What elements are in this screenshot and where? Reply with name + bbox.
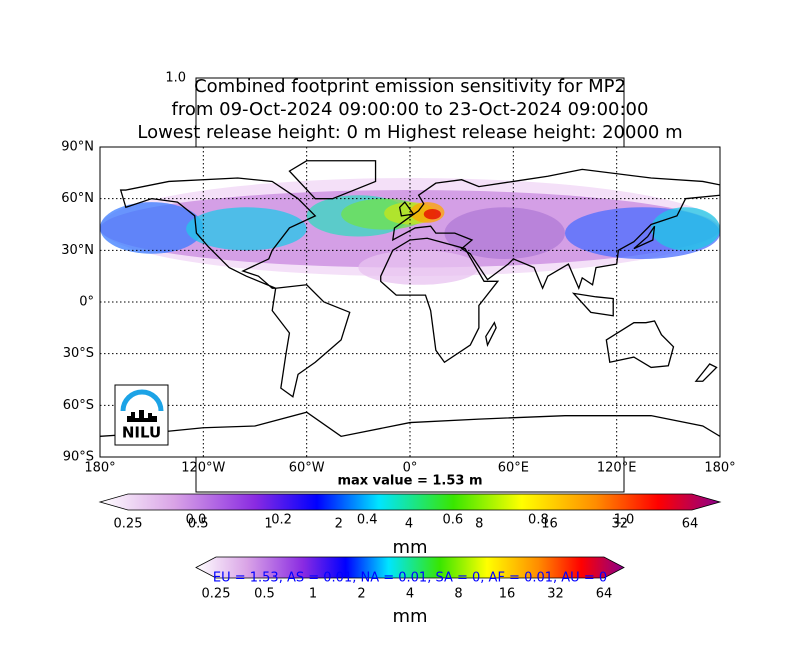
lat-label: 30°N — [61, 243, 94, 258]
region-summary: EU = 1.53, AS = 0.01, NA = 0.01, SA = 0,… — [213, 571, 607, 586]
coastline — [605, 320, 675, 369]
colorbar-main — [98, 493, 722, 511]
colorbar-tick: 8 — [475, 517, 483, 532]
lon-label: 120°W — [181, 461, 225, 476]
lon-label: 0° — [403, 461, 418, 476]
coastline — [485, 321, 497, 348]
colorbar-tick: 2 — [357, 587, 365, 602]
coastline — [694, 363, 718, 382]
colorbar-tick: 4 — [406, 587, 414, 602]
colorbar-tick: 1 — [264, 517, 272, 532]
colorbar-tick: 32 — [547, 587, 564, 602]
coastline — [100, 411, 720, 438]
colorbar-tick: 4 — [405, 517, 413, 532]
coastline — [398, 201, 415, 217]
lon-label: 180° — [704, 461, 735, 476]
colorbar-unit: mm — [392, 537, 427, 558]
colorbar-tick: 16 — [541, 517, 558, 532]
coastlines — [100, 160, 720, 438]
plume-patch — [100, 202, 204, 254]
coastline — [571, 292, 614, 317]
colorbar-unit: mm — [392, 606, 427, 627]
plume-patch — [651, 207, 720, 251]
colorbar-tick: 64 — [596, 587, 613, 602]
logo: NILU — [114, 384, 169, 446]
logo-text: NILU — [122, 424, 161, 442]
coastline — [271, 284, 351, 398]
overlay-tick: 0.4 — [357, 513, 378, 528]
map-frame — [99, 146, 721, 458]
lon-label: 180° — [84, 461, 115, 476]
lat-label: 30°S — [63, 346, 94, 361]
overlay-tick: 1.0 — [614, 513, 635, 528]
lat-label: 60°S — [63, 398, 94, 413]
overlay-tick: 1.0 — [165, 71, 186, 86]
lon-label: 60°W — [289, 461, 325, 476]
title-line: Lowest release height: 0 m Highest relea… — [137, 122, 682, 143]
lat-label: 60°N — [61, 191, 94, 206]
colorbar-tick: 16 — [499, 587, 516, 602]
lat-label: 90°S — [63, 450, 94, 465]
lat-label: 90°N — [61, 140, 94, 155]
colorbar-tick: 1 — [309, 587, 317, 602]
colorbar-tick: 2 — [335, 517, 343, 532]
plume-patch — [186, 207, 307, 251]
coastline — [380, 237, 500, 364]
colorbar-tick: 32 — [611, 517, 628, 532]
overlay-tick: 0.0 — [186, 513, 207, 528]
coastline — [119, 177, 317, 289]
overlay-tick: 0.2 — [271, 513, 292, 528]
plume-patch — [358, 250, 479, 285]
colorbar-tick: 0.25 — [114, 517, 143, 532]
plume-patch — [444, 207, 565, 259]
colorbar-tick: 64 — [682, 517, 699, 532]
lon-label: 120°E — [597, 461, 637, 476]
colorbar-tick: 0.5 — [254, 587, 275, 602]
colorbar-tick: 0.5 — [188, 517, 209, 532]
colorbar-tick: 8 — [454, 587, 462, 602]
title-line: Combined footprint emission sensitivity … — [194, 76, 626, 97]
overlay-tick: 0.6 — [442, 513, 463, 528]
lat-label: 0° — [79, 295, 94, 310]
coastline — [391, 168, 720, 291]
colorbar-second — [195, 556, 625, 579]
coastline — [633, 225, 656, 250]
overlay-tick: 0.8 — [528, 513, 549, 528]
max-value: max value = 1.53 m — [337, 474, 482, 489]
plume-patch — [423, 209, 441, 220]
colorbar-tick: 0.25 — [202, 587, 231, 602]
graticule — [100, 147, 720, 457]
lon-label: 60°E — [498, 461, 529, 476]
title-line: from 09-Oct-2024 09:00:00 to 23-Oct-2024… — [172, 99, 649, 120]
